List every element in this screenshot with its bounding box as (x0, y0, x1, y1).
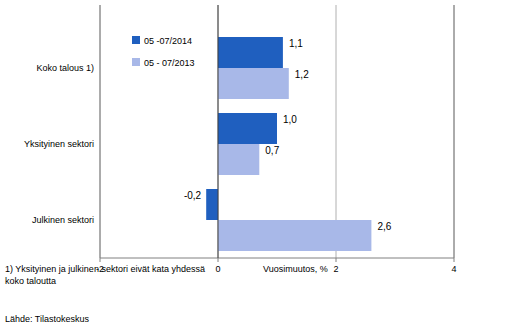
data-label: 1,0 (283, 114, 297, 125)
plot-frame (100, 5, 101, 258)
footnote: 1) Yksityinen ja julkinen sektori eivät … (5, 264, 205, 274)
tick-label: 0 (215, 264, 220, 274)
data-label: 1,1 (289, 38, 303, 49)
zero-line (218, 5, 219, 258)
tick (218, 258, 219, 262)
data-label: 0,7 (265, 145, 279, 156)
legend-swatch (132, 58, 140, 66)
data-label: 1,2 (295, 69, 309, 80)
tick (336, 258, 337, 262)
tick (454, 258, 455, 262)
bar (218, 220, 371, 251)
grid-line (454, 5, 455, 258)
data-label: -0,2 (184, 190, 202, 201)
data-labels: 1,1 1,2 1,0 0,7 -0,2 2,6 (184, 38, 392, 232)
bar (218, 68, 289, 99)
tick-label: 2 (333, 264, 338, 274)
legend: 05 -07/2014 05 - 07/2013 (132, 36, 195, 68)
legend-swatch (132, 36, 140, 44)
bar (206, 189, 218, 220)
category-label: Julkinen sektori (32, 215, 94, 225)
source: Lähde: Tilastokeskus (5, 314, 90, 324)
bar (218, 37, 283, 68)
chart: 1,1 1,2 1,0 0,7 -0,2 2,6 Koko talous 1) Yksityi… (0, 0, 521, 333)
footnote: koko taloutta (5, 276, 56, 286)
bar (218, 113, 277, 144)
bars (206, 37, 371, 251)
x-axis-line (100, 258, 454, 259)
axis-label: Vuosimuutos, % (263, 264, 328, 274)
tick (100, 258, 101, 262)
grid-line (218, 5, 219, 258)
plot-frame (454, 5, 455, 258)
legend-label: 05 -07/2014 (144, 36, 192, 46)
bar (218, 144, 259, 175)
data-label: 2,6 (377, 221, 391, 232)
grid-line (100, 5, 101, 258)
legend-label: 05 - 07/2013 (144, 58, 195, 68)
category-label: Yksityinen sektori (24, 139, 94, 149)
tick-label: 4 (451, 264, 456, 274)
category-label: Koko talous 1) (36, 63, 94, 73)
